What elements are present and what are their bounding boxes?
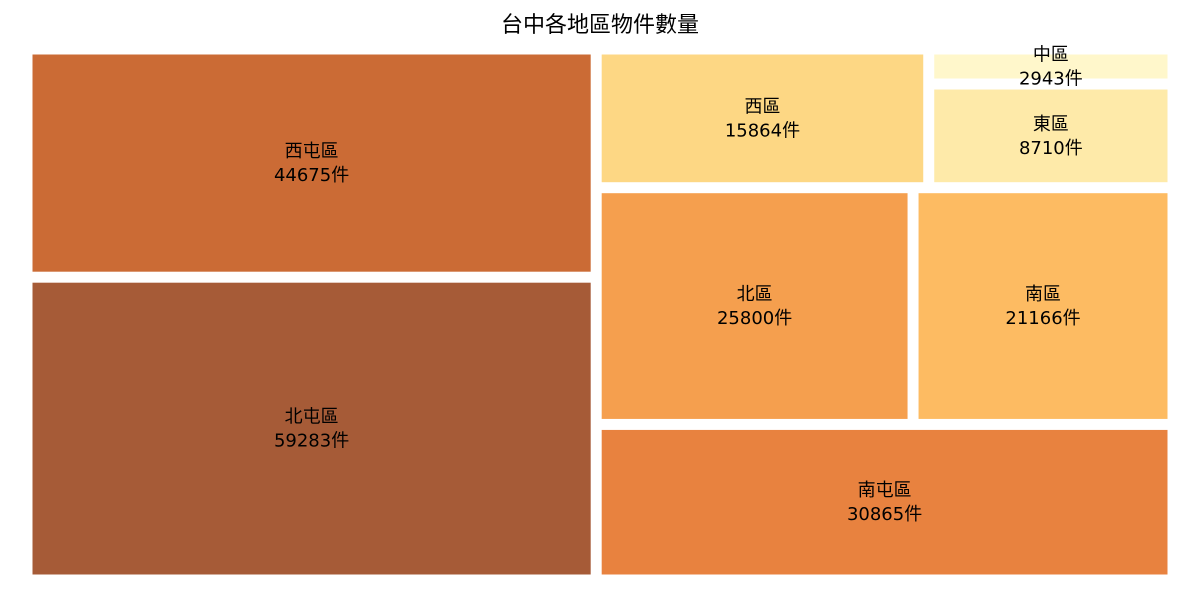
tile-name-label: 西區	[744, 96, 780, 117]
tile-value-label: 8710件	[1019, 138, 1083, 159]
tile-name-label: 東區	[1033, 114, 1069, 135]
treemap-rect	[32, 54, 591, 272]
tile-value-label: 25800件	[717, 308, 792, 329]
treemap-rect	[601, 429, 1168, 575]
treemap-rect	[934, 54, 1168, 79]
treemap-tile: 北區 25800件	[601, 193, 908, 419]
tile-name-label: 中區	[1033, 45, 1069, 66]
tile-value-label: 21166件	[1005, 308, 1080, 329]
tile-name-label: 北屯區	[285, 407, 339, 428]
treemap-tile: 中區 2943件	[934, 45, 1168, 90]
tile-value-label: 15864件	[725, 120, 800, 141]
tile-name-label: 南屯區	[858, 480, 912, 501]
tile-value-label: 44675件	[274, 165, 349, 186]
treemap-tile: 東區 8710件	[934, 89, 1168, 183]
tile-name-label: 北區	[737, 284, 773, 305]
tile-value-label: 30865件	[847, 504, 922, 525]
treemap-tile: 南屯區 30865件	[601, 429, 1168, 575]
tile-value-label: 2943件	[1019, 69, 1083, 90]
chart-title: 台中各地區物件數量	[500, 13, 699, 38]
treemap-rect	[601, 193, 908, 419]
treemap-rect	[32, 282, 591, 575]
tile-name-label: 西屯區	[285, 141, 339, 162]
treemap-tile: 北屯區 59283件	[32, 282, 591, 575]
treemap-rect	[601, 54, 924, 183]
treemap-tile: 西屯區 44675件	[32, 54, 591, 272]
tile-value-label: 59283件	[274, 431, 349, 452]
treemap-tile: 南區 21166件	[918, 193, 1168, 419]
tile-name-label: 南區	[1025, 284, 1061, 305]
treemap-rect	[934, 89, 1168, 183]
treemap-tile: 西區 15864件	[601, 54, 924, 183]
treemap-rect	[918, 193, 1168, 419]
